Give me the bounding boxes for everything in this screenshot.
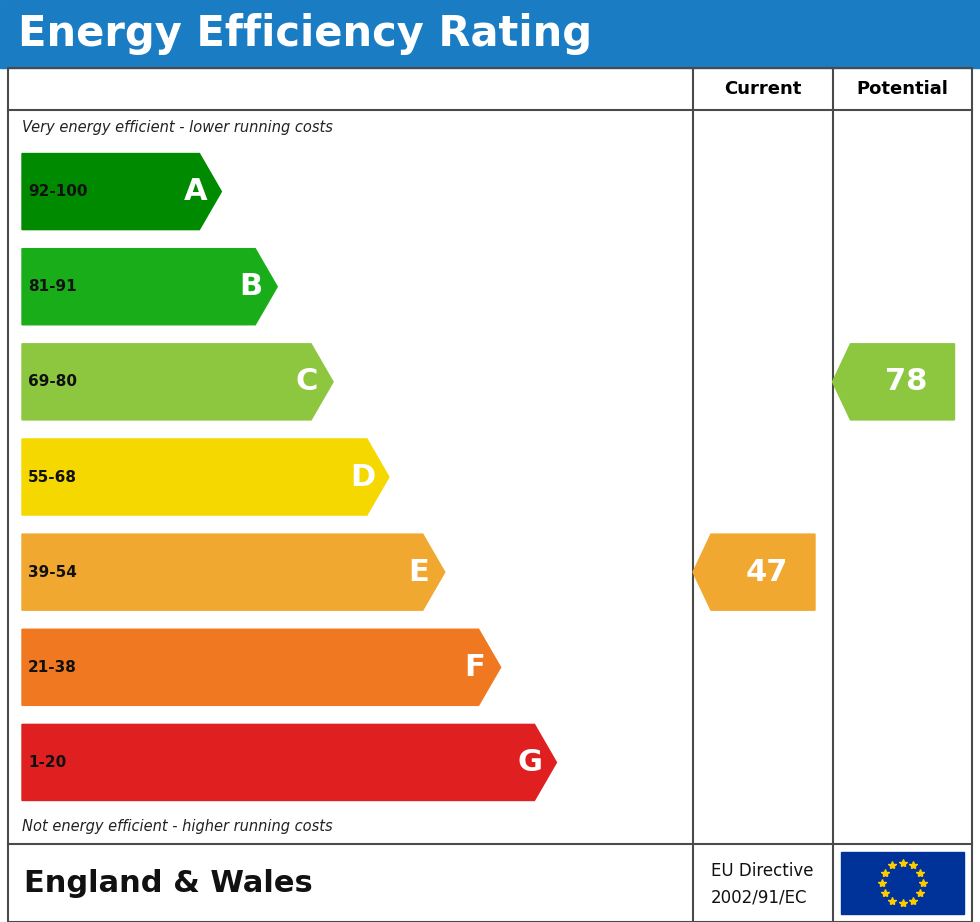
Text: C: C <box>296 367 318 396</box>
Polygon shape <box>22 249 277 325</box>
Text: 55-68: 55-68 <box>28 469 77 484</box>
Text: EU Directive: EU Directive <box>711 862 813 881</box>
Text: D: D <box>350 463 375 491</box>
Text: B: B <box>240 272 263 301</box>
Text: 21-38: 21-38 <box>28 660 76 675</box>
Bar <box>841 852 964 914</box>
Polygon shape <box>22 725 557 800</box>
Text: 2002/91/EC: 2002/91/EC <box>711 888 808 906</box>
Polygon shape <box>22 439 389 515</box>
Bar <box>0 0 980 68</box>
Text: G: G <box>518 748 543 777</box>
Text: Very energy efficient - lower running costs: Very energy efficient - lower running co… <box>22 121 333 136</box>
Polygon shape <box>22 154 221 230</box>
Polygon shape <box>832 344 955 420</box>
Polygon shape <box>22 344 333 420</box>
Text: England & Wales: England & Wales <box>24 869 313 897</box>
Text: Not energy efficient - higher running costs: Not energy efficient - higher running co… <box>22 819 332 833</box>
Text: 47: 47 <box>746 558 788 586</box>
Text: Energy Efficiency Rating: Energy Efficiency Rating <box>18 13 592 55</box>
Text: 1-20: 1-20 <box>28 755 67 770</box>
Polygon shape <box>22 534 445 610</box>
Text: 92-100: 92-100 <box>28 184 87 199</box>
Text: 39-54: 39-54 <box>28 564 76 580</box>
Text: 81-91: 81-91 <box>28 279 76 294</box>
Text: 69-80: 69-80 <box>28 374 77 389</box>
Text: E: E <box>409 558 429 586</box>
Text: A: A <box>183 177 207 207</box>
Polygon shape <box>22 629 501 705</box>
Text: Current: Current <box>724 80 802 98</box>
Text: F: F <box>465 653 485 681</box>
Polygon shape <box>693 534 815 610</box>
Text: 78: 78 <box>885 367 928 396</box>
Text: Potential: Potential <box>857 80 949 98</box>
